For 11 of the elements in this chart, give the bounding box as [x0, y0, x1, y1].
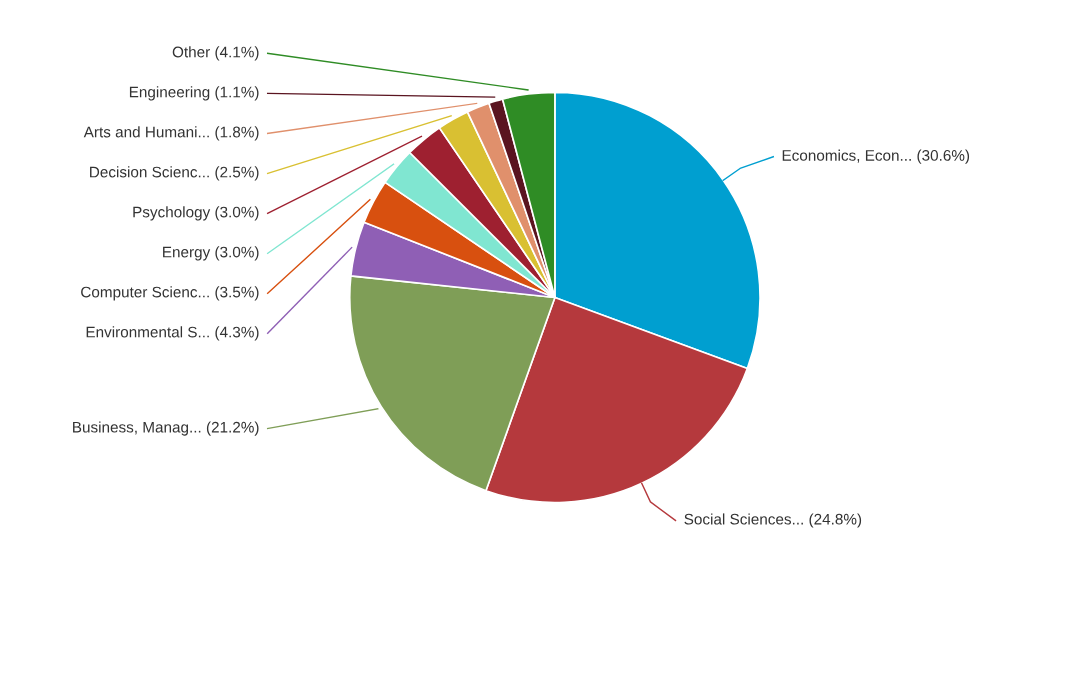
- slice-label: Computer Scienc... (3.5%): [81, 286, 259, 301]
- slice-label: Engineering (1.1%): [129, 86, 259, 101]
- slice-label: Decision Scienc... (2.5%): [90, 166, 259, 181]
- slice-label: Psychology (3.0%): [133, 206, 259, 221]
- slice-label: Energy (3.0%): [163, 246, 259, 261]
- slice-label: Social Sciences... (24.8%): [684, 513, 862, 528]
- slice-label: Arts and Humani... (1.8%): [83, 126, 259, 141]
- slice-label: Environmental S... (4.3%): [86, 326, 259, 341]
- slice-label: Other (4.1%): [172, 46, 259, 61]
- slice-label: Business, Manag... (21.2%): [73, 421, 259, 436]
- slice-label: Economics, Econ... (30.6%): [782, 149, 970, 164]
